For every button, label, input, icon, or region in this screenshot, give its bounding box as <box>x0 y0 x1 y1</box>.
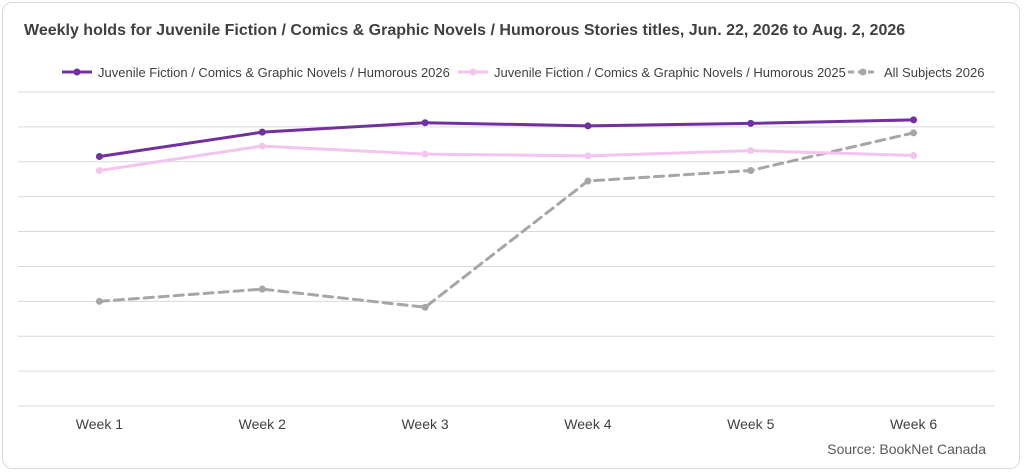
legend-item-juvenile-2026: Juvenile Fiction / Comics & Graphic Nove… <box>62 60 450 84</box>
legend-marker-juvenile-2026 <box>62 68 92 76</box>
x-tick-label: Week 1 <box>76 416 123 432</box>
legend-label: Juvenile Fiction / Comics & Graphic Nove… <box>98 64 450 80</box>
x-tick-label: Week 5 <box>727 416 774 432</box>
series-juvenile-2025-point <box>910 151 918 159</box>
x-tick-label: Week 4 <box>564 416 611 432</box>
legend-marker-all-subjects <box>848 68 878 76</box>
legend-label: All Subjects 2026 <box>884 64 985 80</box>
x-tick-label: Week 2 <box>239 416 286 432</box>
series-juvenile-2026-point <box>421 119 429 127</box>
series-juvenile-2026-point <box>910 116 918 124</box>
x-tick-label: Week 3 <box>401 416 448 432</box>
source-note: Source: BookNet Canada <box>827 441 986 457</box>
legend-item-juvenile-2025: Juvenile Fiction / Comics & Graphic Nove… <box>458 60 846 84</box>
chart-title: Weekly holds for Juvenile Fiction / Comi… <box>24 22 906 39</box>
legend-label: Juvenile Fiction / Comics & Graphic Nove… <box>494 64 846 80</box>
series-juvenile-2026-point <box>584 122 592 130</box>
series-all-subjects-2026-point <box>421 303 429 311</box>
series-all-subjects-2026-point <box>910 129 918 137</box>
series-juvenile-2025-point <box>584 152 592 160</box>
series-juvenile-2025-point <box>421 150 429 158</box>
legend-marker-juvenile-2025 <box>458 68 488 76</box>
chart-legend: Juvenile Fiction / Comics & Graphic Nove… <box>0 60 1024 84</box>
series-juvenile-2025-point <box>95 167 103 174</box>
series-juvenile-2025-line <box>97 144 916 172</box>
series-juvenile-2025-point <box>747 147 755 155</box>
x-tick-label: Week 6 <box>890 416 937 432</box>
series-juvenile-2026-point <box>95 153 103 161</box>
series-all-subjects-2026-line <box>97 131 916 309</box>
series-juvenile-2026-point <box>258 128 266 136</box>
series-all-subjects-2026-point <box>95 297 103 305</box>
series-all-subjects-2026-point <box>747 167 755 174</box>
series-juvenile-2026-line <box>97 118 916 159</box>
series-all-subjects-2026-point <box>584 177 592 185</box>
series-all-subjects-2026-point <box>258 285 266 293</box>
legend-item-all-subjects: All Subjects 2026 <box>848 60 984 84</box>
series-juvenile-2026-point <box>747 119 755 127</box>
series-juvenile-2025-point <box>258 142 266 150</box>
